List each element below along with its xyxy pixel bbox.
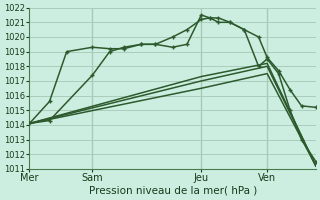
- X-axis label: Pression niveau de la mer( hPa ): Pression niveau de la mer( hPa ): [89, 186, 257, 196]
